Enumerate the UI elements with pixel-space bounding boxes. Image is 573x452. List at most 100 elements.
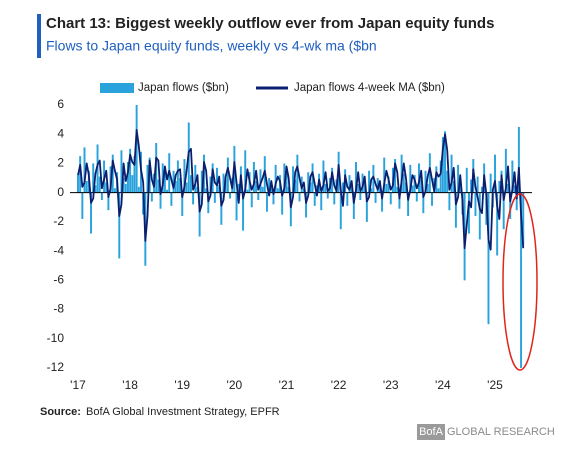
- bar: [431, 192, 433, 206]
- bar: [402, 173, 405, 193]
- bar: [422, 192, 425, 214]
- bar: [83, 147, 86, 193]
- bar: [207, 192, 210, 214]
- bar: [376, 178, 379, 193]
- x-tick-label: '17: [70, 378, 86, 392]
- bar: [272, 192, 275, 205]
- bar: [467, 192, 470, 234]
- bar: [420, 179, 423, 193]
- bar: [496, 192, 499, 256]
- bar: [176, 160, 179, 193]
- chart-title: Chart 13: Biggest weekly outflow ever fr…: [46, 15, 494, 32]
- bar: [179, 178, 182, 193]
- bar: [383, 157, 386, 193]
- x-tick-label: '22: [331, 378, 347, 392]
- x-tick-label: '20: [227, 378, 243, 392]
- bar: [407, 192, 410, 217]
- bar: [157, 179, 160, 193]
- bar: [181, 192, 184, 217]
- source: BofA Global Investment Strategy, EPFR: [86, 406, 280, 418]
- bar: [452, 180, 455, 193]
- brand-suffix: GLOBAL RESEARCH: [447, 426, 555, 438]
- bar: [235, 192, 238, 221]
- bar: [259, 169, 262, 193]
- bar: [309, 182, 312, 193]
- bar: [359, 192, 362, 200]
- bar: [237, 183, 240, 193]
- legend-label: Japan flows ($bn): [138, 82, 229, 94]
- bar: [261, 186, 264, 193]
- bar: [107, 192, 110, 211]
- bar: [246, 189, 249, 193]
- bar: [357, 183, 360, 193]
- y-tick-label: -10: [47, 331, 65, 345]
- bar: [494, 154, 496, 193]
- bar: [389, 192, 392, 205]
- bar: [313, 192, 316, 206]
- bar: [478, 192, 481, 240]
- bar: [522, 192, 525, 246]
- bar: [283, 163, 286, 193]
- bar: [513, 185, 516, 193]
- bar: [507, 183, 510, 193]
- bar: [285, 170, 288, 193]
- y-tick-label: 0: [57, 185, 64, 199]
- bar: [172, 170, 175, 193]
- bar: [368, 170, 371, 193]
- bar: [381, 192, 384, 212]
- bar: [229, 192, 232, 199]
- y-tick-label: -4: [53, 243, 64, 257]
- bar: [446, 170, 449, 193]
- bar: [348, 175, 351, 193]
- bar: [333, 192, 336, 205]
- bar: [398, 192, 401, 209]
- bar: [387, 176, 390, 193]
- bar: [489, 173, 492, 193]
- bar: [163, 169, 166, 193]
- bar: [294, 179, 297, 193]
- bar: [520, 192, 523, 368]
- bar: [365, 192, 368, 222]
- bar: [189, 175, 192, 193]
- bar: [222, 173, 225, 193]
- bar: [413, 175, 416, 193]
- brand-box: [417, 424, 445, 440]
- bar: [252, 161, 255, 193]
- source-label: Source:: [40, 406, 81, 418]
- bar: [244, 150, 247, 193]
- bar: [355, 161, 357, 193]
- bar: [194, 164, 197, 193]
- bar: [324, 183, 327, 193]
- x-tick-label: '19: [174, 378, 190, 392]
- bar: [226, 157, 229, 193]
- bar: [129, 148, 132, 193]
- ma-line: [77, 128, 525, 251]
- bar: [146, 164, 149, 193]
- bar: [474, 192, 477, 217]
- bar: [426, 183, 429, 193]
- bar: [465, 167, 468, 193]
- bar: [428, 153, 431, 193]
- bar: [487, 192, 490, 325]
- bar: [292, 166, 294, 193]
- bar: [174, 180, 177, 193]
- bar: [205, 188, 208, 193]
- bar: [320, 192, 323, 211]
- bar: [326, 192, 329, 199]
- bar: [192, 192, 195, 205]
- y-tick-label: 2: [57, 156, 64, 170]
- bar: [385, 183, 388, 193]
- bar: [126, 161, 129, 193]
- bar: [220, 192, 223, 225]
- plot: -12 -10 -8 -6 -4 -2 0 2 4 6 '17 '18 '19 '20 '21 '22 '23 '…: [47, 82, 532, 392]
- bar: [444, 131, 447, 193]
- y-tick-label: -2: [53, 214, 64, 228]
- bar: [511, 160, 514, 193]
- bar: [216, 167, 218, 193]
- bar: [307, 172, 310, 193]
- bar: [92, 163, 95, 193]
- bar: [370, 188, 373, 193]
- bar: [209, 176, 212, 193]
- bar: [198, 192, 201, 237]
- x-tick-label: '24: [435, 378, 451, 392]
